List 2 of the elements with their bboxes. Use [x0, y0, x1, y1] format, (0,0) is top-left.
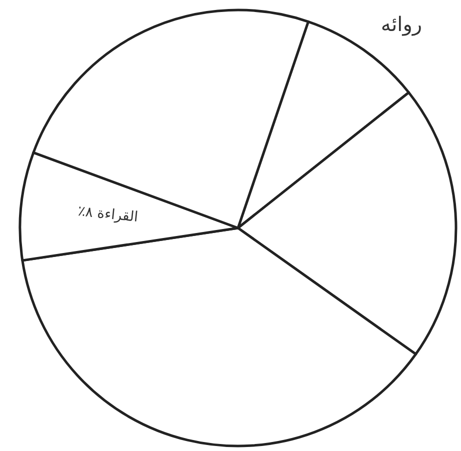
slice-label: روائه [380, 12, 422, 36]
slice-label: القراءة ٨٪ [77, 203, 139, 226]
